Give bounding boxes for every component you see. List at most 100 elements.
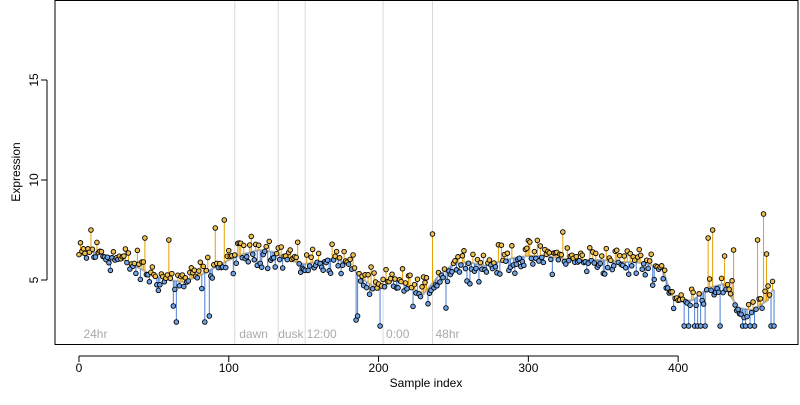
data-point xyxy=(383,266,389,273)
data-point xyxy=(605,264,611,271)
data-point xyxy=(410,303,416,310)
data-point xyxy=(593,250,599,257)
data-point xyxy=(89,246,96,252)
data-point xyxy=(751,323,758,329)
data-point xyxy=(197,259,204,265)
data-point xyxy=(255,242,262,248)
data-point xyxy=(98,248,105,255)
data-point xyxy=(125,250,132,256)
data-point xyxy=(226,247,232,254)
data-point xyxy=(429,231,436,237)
data-point xyxy=(703,287,710,293)
data-point xyxy=(402,280,409,286)
data-point xyxy=(443,305,449,311)
data-point xyxy=(625,271,632,277)
data-point xyxy=(350,252,356,258)
data-point xyxy=(690,289,696,296)
data-point xyxy=(293,254,299,261)
data-point xyxy=(80,246,87,252)
data-point xyxy=(309,246,316,253)
data-point xyxy=(194,275,201,281)
data-point xyxy=(521,262,527,269)
data-point xyxy=(730,247,737,253)
data-point xyxy=(305,267,311,274)
data-point xyxy=(423,275,430,281)
data-point xyxy=(166,237,172,243)
data-point xyxy=(621,253,627,259)
data-point xyxy=(124,259,130,266)
data-point xyxy=(191,267,198,273)
data-point xyxy=(357,278,364,284)
data-point xyxy=(564,245,571,251)
data-point xyxy=(338,270,344,277)
data-point xyxy=(77,240,84,246)
data-point xyxy=(381,284,388,290)
data-point xyxy=(537,243,544,249)
data-point xyxy=(566,257,572,264)
data-point xyxy=(649,282,656,288)
data-point xyxy=(251,257,257,263)
data-point xyxy=(766,292,773,298)
data-point xyxy=(636,246,642,253)
data-point xyxy=(602,271,608,277)
data-point xyxy=(414,276,421,282)
data-point xyxy=(563,261,569,267)
data-point xyxy=(637,252,644,259)
data-point xyxy=(555,257,562,263)
data-point xyxy=(155,287,162,294)
data-point xyxy=(223,264,229,271)
data-point xyxy=(750,299,756,305)
y-tick-label: 10 xyxy=(27,173,41,187)
data-point xyxy=(181,283,187,290)
data-point xyxy=(613,247,620,253)
data-point xyxy=(587,245,593,251)
data-point xyxy=(486,257,493,263)
data-point xyxy=(121,253,127,259)
data-point xyxy=(597,260,604,267)
data-point xyxy=(627,250,633,257)
data-point xyxy=(261,248,268,255)
annotation-label: dusk xyxy=(278,327,304,341)
data-point xyxy=(196,268,202,274)
data-point xyxy=(727,291,734,297)
data-point xyxy=(258,264,265,270)
data-point xyxy=(721,253,728,259)
data-point xyxy=(240,242,247,249)
data-point xyxy=(708,287,714,294)
data-point xyxy=(483,269,490,275)
data-point xyxy=(702,323,708,329)
annotation-labels: 24hr dawn dusk 12:00 0:00 48hr xyxy=(83,327,459,341)
data-point xyxy=(470,251,476,258)
y-tick-label: 15 xyxy=(27,73,41,87)
data-point xyxy=(546,250,553,256)
data-point xyxy=(209,275,216,281)
data-point xyxy=(642,272,648,278)
data-point xyxy=(246,242,253,248)
data-point xyxy=(278,244,284,250)
data-point xyxy=(76,251,82,258)
data-point xyxy=(646,258,653,264)
data-point xyxy=(441,266,448,272)
data-point xyxy=(122,246,129,252)
data-point xyxy=(404,286,410,292)
data-point xyxy=(706,276,713,282)
data-point xyxy=(765,283,771,289)
data-point xyxy=(146,279,153,285)
data-point xyxy=(745,301,752,308)
data-point xyxy=(639,266,645,272)
data-point xyxy=(270,255,277,261)
data-point xyxy=(273,250,280,257)
data-point xyxy=(176,283,183,289)
annotation-label: 24hr xyxy=(83,327,107,341)
data-point xyxy=(425,301,431,307)
data-point xyxy=(106,260,112,266)
data-point xyxy=(332,253,338,259)
y-tick-label: 5 xyxy=(27,276,41,283)
data-point xyxy=(631,257,638,263)
data-point xyxy=(377,323,383,329)
data-point xyxy=(284,256,290,263)
data-point xyxy=(540,259,547,266)
data-point xyxy=(633,270,639,276)
data-point xyxy=(107,267,114,274)
data-point xyxy=(459,253,466,259)
